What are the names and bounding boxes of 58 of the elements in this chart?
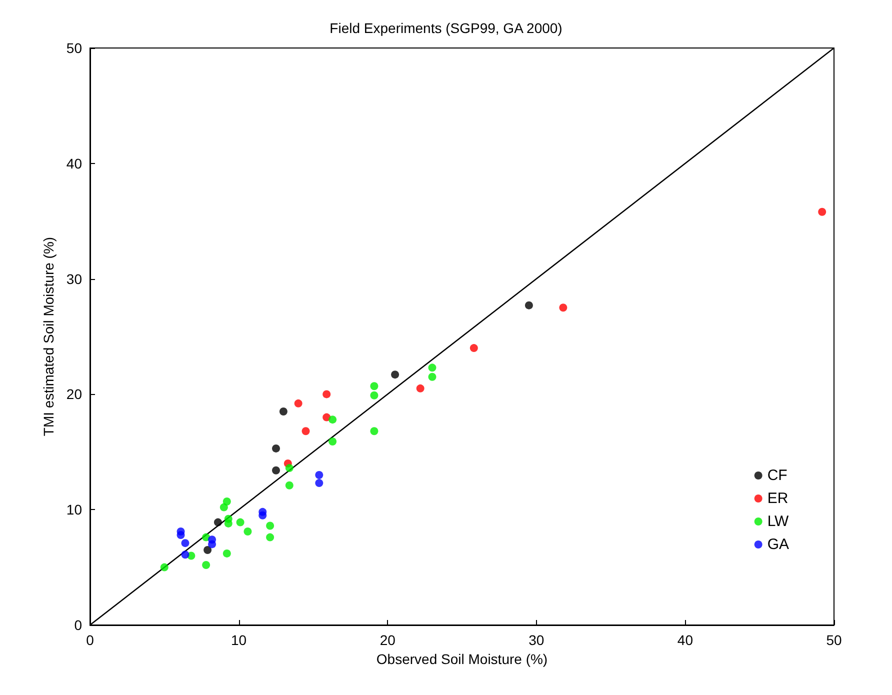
- point: [214, 518, 222, 526]
- point: [266, 533, 274, 542]
- legend-label: GA: [767, 536, 790, 553]
- point: [328, 438, 337, 446]
- y-tick-label: 20: [66, 386, 82, 402]
- point: [370, 427, 378, 436]
- legend-label: LW: [767, 513, 790, 530]
- y-tick-label: 40: [66, 155, 82, 172]
- point: [272, 466, 280, 474]
- x-tick-label: 0: [86, 632, 94, 648]
- point: [181, 550, 190, 559]
- point: [470, 344, 478, 352]
- point: [176, 530, 185, 539]
- point: [370, 391, 378, 400]
- point: [559, 304, 568, 312]
- x-axis-title: Observed Soil Moisture (%): [376, 650, 548, 667]
- point: [315, 479, 324, 488]
- point: [285, 464, 294, 472]
- x-tick-label: 30: [528, 632, 544, 648]
- point: [236, 518, 244, 526]
- legend-label: CF: [767, 467, 788, 484]
- point: [272, 444, 280, 452]
- chart-title: Field Experiments (SGP99, GA 2000): [330, 20, 562, 36]
- point: [222, 498, 231, 506]
- point: [428, 364, 436, 372]
- point: [160, 563, 168, 572]
- x-tick-label: 40: [677, 632, 694, 648]
- point: [370, 382, 378, 390]
- y-tick-label: 30: [66, 270, 82, 287]
- point: [302, 427, 310, 436]
- y-tick-label: 10: [66, 502, 82, 518]
- point: [204, 546, 212, 554]
- point: [818, 208, 826, 216]
- legend-label: ER: [767, 490, 788, 507]
- point: [208, 540, 216, 548]
- point: [224, 514, 232, 523]
- point: [328, 416, 337, 424]
- point: [181, 539, 190, 548]
- point: [258, 511, 267, 520]
- point: [285, 481, 294, 490]
- point: [524, 301, 533, 310]
- point: [391, 370, 400, 379]
- point: [279, 408, 288, 416]
- x-tick-label: 50: [826, 632, 842, 648]
- y-axis-title: TMI estimated Soil Moisture (%): [40, 236, 57, 436]
- point: [244, 528, 252, 536]
- x-tick-label: 10: [231, 632, 247, 648]
- point: [294, 399, 302, 408]
- y-tick-label: 50: [66, 40, 82, 56]
- x-tick-label: 20: [380, 632, 396, 648]
- point: [416, 384, 424, 392]
- point: [202, 560, 210, 569]
- point: [322, 390, 331, 398]
- y-tick-label: 0: [74, 617, 82, 633]
- point: [428, 372, 436, 381]
- point: [222, 549, 231, 558]
- point: [315, 470, 324, 479]
- point: [266, 522, 274, 530]
